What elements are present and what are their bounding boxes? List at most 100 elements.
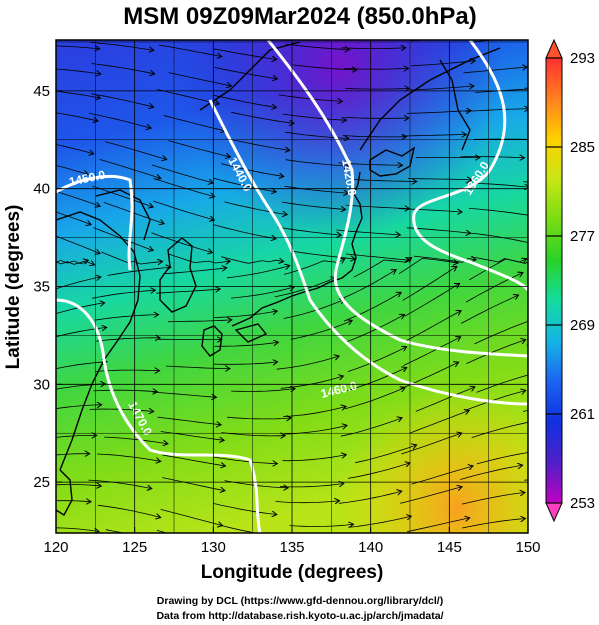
streamline bbox=[56, 144, 92, 154]
contour-label-1420: 1420.0 bbox=[339, 158, 359, 197]
streamline bbox=[151, 232, 212, 253]
streamline bbox=[402, 135, 465, 136]
streamline bbox=[346, 315, 404, 343]
streamline bbox=[91, 63, 154, 74]
streamline bbox=[293, 64, 356, 70]
streamline bbox=[168, 72, 231, 86]
contour-1450 bbox=[56, 174, 134, 271]
coast-japan-shikoku bbox=[234, 323, 268, 343]
lat-lon-grid bbox=[56, 40, 528, 533]
streamline bbox=[276, 356, 339, 370]
streamline bbox=[88, 112, 150, 128]
streamline bbox=[56, 90, 99, 98]
colorbar-tick-label: 253 bbox=[570, 495, 595, 512]
streamline bbox=[56, 454, 89, 459]
x-tick-label: 120 bbox=[43, 539, 68, 556]
streamline bbox=[224, 201, 287, 215]
streamline bbox=[282, 201, 345, 209]
colorbar-tick-label: 293 bbox=[570, 50, 595, 67]
streamline bbox=[343, 293, 400, 322]
streamline bbox=[56, 191, 99, 206]
x-tick-label: 150 bbox=[515, 539, 540, 556]
x-axis-ticks: 120 125 130 135 140 145 150 bbox=[43, 527, 541, 556]
streamline bbox=[534, 280, 595, 298]
colorbar-tick-label: 261 bbox=[570, 406, 595, 423]
streamline bbox=[168, 140, 230, 157]
streamline bbox=[93, 390, 157, 392]
colorbar-bottom-arrow bbox=[545, 502, 563, 523]
streamline bbox=[56, 68, 100, 74]
streamline bbox=[473, 138, 528, 140]
y-tick-label: 25 bbox=[33, 474, 50, 491]
streamline bbox=[278, 94, 342, 102]
streamline bbox=[465, 109, 528, 112]
streamline bbox=[221, 163, 283, 177]
streamline bbox=[226, 266, 289, 279]
colorbar-tick-label: 269 bbox=[570, 317, 595, 334]
colorbar-top-arrow bbox=[545, 38, 563, 59]
streamline bbox=[56, 211, 91, 224]
streamline bbox=[56, 303, 104, 315]
streamline bbox=[91, 290, 154, 299]
streamline bbox=[279, 484, 343, 488]
streamline bbox=[411, 466, 473, 485]
y-tick-label: 30 bbox=[33, 376, 50, 393]
streamline bbox=[461, 296, 518, 324]
x-tick-label: 145 bbox=[437, 539, 462, 556]
streamline bbox=[468, 208, 528, 216]
coast-japan-kyushu bbox=[201, 325, 223, 357]
x-tick-label: 130 bbox=[201, 539, 226, 556]
streamline bbox=[231, 111, 293, 123]
x-tick-label: 125 bbox=[122, 539, 147, 556]
streamline bbox=[283, 259, 344, 275]
streamline bbox=[407, 518, 469, 533]
streamline bbox=[400, 487, 461, 504]
contour-1360 bbox=[412, 40, 528, 292]
streamline bbox=[56, 405, 100, 410]
streamline bbox=[466, 340, 524, 364]
y-tick-label: 35 bbox=[33, 279, 50, 296]
streamline bbox=[214, 67, 276, 78]
streamline bbox=[162, 268, 226, 275]
streamline bbox=[153, 200, 213, 220]
streamline bbox=[56, 485, 100, 487]
streamline bbox=[398, 257, 457, 275]
contour-1420 bbox=[266, 40, 528, 358]
streamline bbox=[342, 136, 406, 137]
streamline bbox=[88, 479, 150, 488]
streamline bbox=[104, 436, 167, 444]
streamline bbox=[404, 284, 459, 317]
streamline bbox=[341, 48, 405, 49]
coast-bohai bbox=[95, 189, 151, 241]
x-tick-label: 135 bbox=[279, 539, 304, 556]
streamline bbox=[282, 407, 345, 417]
streamline bbox=[56, 527, 98, 532]
coast-taiwan bbox=[56, 469, 73, 516]
streamline bbox=[231, 389, 294, 392]
streamline bbox=[56, 259, 94, 270]
streamline bbox=[167, 253, 229, 263]
streamline bbox=[410, 86, 473, 91]
streamline bbox=[345, 88, 408, 89]
streamline bbox=[536, 162, 599, 170]
credit-data: Data from http://database.rish.kyoto-u.a… bbox=[156, 610, 443, 622]
streamline bbox=[398, 208, 461, 212]
streamline bbox=[404, 311, 460, 342]
streamline bbox=[530, 525, 593, 529]
streamline bbox=[339, 270, 396, 300]
streamline bbox=[162, 454, 224, 466]
streamline bbox=[533, 381, 595, 390]
streamline bbox=[355, 445, 416, 464]
streamline bbox=[407, 179, 471, 180]
streamline bbox=[56, 46, 99, 49]
streamline bbox=[283, 300, 344, 319]
streamline bbox=[56, 256, 87, 265]
streamline bbox=[277, 226, 341, 235]
streamline bbox=[151, 164, 212, 183]
streamline bbox=[56, 277, 100, 290]
chart-title: MSM 09Z09Mar2024 (850.0hPa) bbox=[123, 3, 477, 30]
streamline bbox=[213, 48, 276, 60]
streamline bbox=[460, 465, 521, 480]
streamline bbox=[535, 260, 595, 272]
